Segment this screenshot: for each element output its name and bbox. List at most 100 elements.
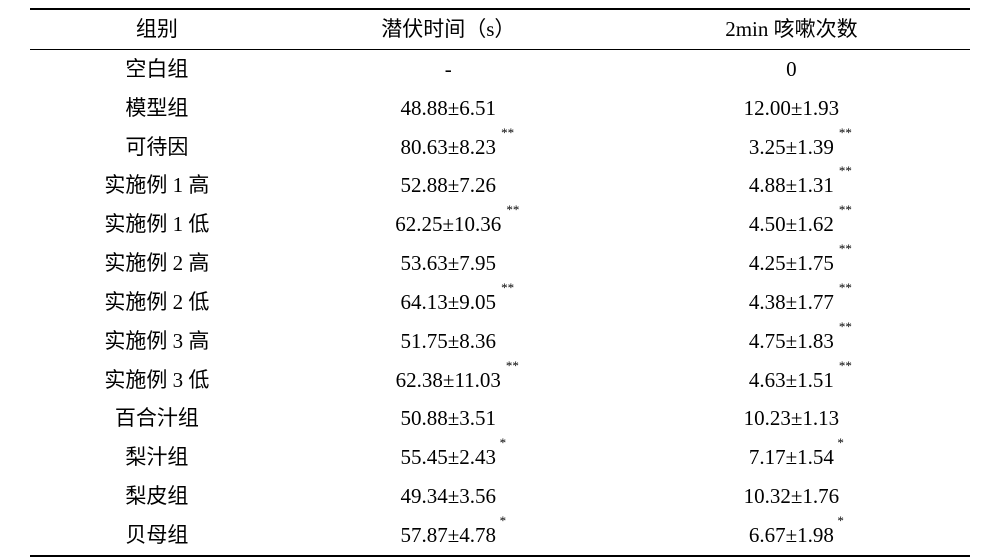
- cell-latency: 53.63±7.95: [284, 244, 613, 283]
- cell-latency: 48.88±6.51: [284, 89, 613, 128]
- cell-cough: 7.17±1.54*: [613, 438, 970, 477]
- cell-latency-sup: **: [506, 203, 519, 216]
- cell-cough-sup: *: [837, 436, 844, 449]
- cell-cough-value: 10.32±1.76: [744, 484, 840, 508]
- cell-cough-sup: **: [839, 203, 852, 216]
- cell-latency-value: 52.88±7.26: [401, 173, 497, 197]
- cell-cough-value: 4.88±1.31: [749, 173, 834, 197]
- cell-cough-value: 3.25±1.39: [749, 135, 834, 159]
- cell-cough-sup: **: [839, 281, 852, 294]
- table-row: 梨皮组 49.34±3.56 10.32±1.76: [30, 477, 970, 516]
- table-header-row: 组别 潜伏时间（s） 2min 咳嗽次数: [30, 9, 970, 49]
- cell-cough-value: 7.17±1.54: [749, 445, 834, 469]
- table-row: 实施例 3 高 51.75±8.36 4.75±1.83 **: [30, 322, 970, 361]
- table-row: 实施例 2 低 64.13±9.05 ** 4.38±1.77 **: [30, 283, 970, 322]
- cell-latency-value: 57.87±4.78: [401, 523, 497, 547]
- cell-group: 实施例 2 低: [30, 283, 284, 322]
- cell-group: 梨皮组: [30, 477, 284, 516]
- cell-group: 梨汁组: [30, 438, 284, 477]
- cell-latency-value: 62.38±11.03: [396, 368, 501, 392]
- cell-cough: 4.75±1.83 **: [613, 322, 970, 361]
- cell-cough-value: 10.23±1.13: [744, 406, 840, 430]
- cell-latency: 62.38±11.03 **: [284, 361, 613, 400]
- cell-group: 模型组: [30, 89, 284, 128]
- cell-cough: 4.63±1.51 **: [613, 361, 970, 400]
- cell-cough-value: 12.00±1.93: [744, 96, 840, 120]
- cell-cough-sup: **: [839, 164, 852, 177]
- cell-cough: 12.00±1.93: [613, 89, 970, 128]
- cell-latency: 52.88±7.26: [284, 166, 613, 205]
- cell-latency-value: 62.25±10.36: [395, 212, 501, 236]
- table-row: 空白组 - 0: [30, 49, 970, 88]
- cell-latency: 51.75±8.36: [284, 322, 613, 361]
- cell-latency-sup: *: [500, 514, 507, 527]
- cell-latency: 64.13±9.05 **: [284, 283, 613, 322]
- cell-cough: 4.50±1.62 **: [613, 205, 970, 244]
- cell-cough: 6.67±1.98*: [613, 516, 970, 556]
- table-row: 贝母组57.87±4.78*6.67±1.98*: [30, 516, 970, 556]
- cell-latency-value: 49.34±3.56: [401, 484, 497, 508]
- cell-cough: 3.25±1.39 **: [613, 128, 970, 167]
- cell-latency-sup: **: [501, 126, 514, 139]
- cell-cough: 4.25±1.75 **: [613, 244, 970, 283]
- cell-cough: 0: [613, 49, 970, 88]
- cell-group: 空白组: [30, 49, 284, 88]
- cell-latency-sup: *: [500, 436, 507, 449]
- cell-cough: 10.32±1.76: [613, 477, 970, 516]
- cell-cough-sup: **: [839, 242, 852, 255]
- cell-cough: 4.88±1.31 **: [613, 166, 970, 205]
- table-row: 实施例 3 低 62.38±11.03 ** 4.63±1.51 **: [30, 361, 970, 400]
- table-row: 实施例 2 高 53.63±7.95 4.25±1.75 **: [30, 244, 970, 283]
- col-header-cough: 2min 咳嗽次数: [613, 9, 970, 49]
- cell-group: 百合汁组: [30, 399, 284, 438]
- table-row: 百合汁组 50.88±3.51 10.23±1.13: [30, 399, 970, 438]
- cell-latency-value: 48.88±6.51: [401, 96, 497, 120]
- table-body: 空白组-0模型组48.88±6.5112.00±1.93可待因80.63±8.2…: [30, 49, 970, 555]
- cell-cough-value: 4.50±1.62: [749, 212, 834, 236]
- cell-group: 贝母组: [30, 516, 284, 556]
- cell-group: 实施例 3 低: [30, 361, 284, 400]
- cell-group: 可待因: [30, 128, 284, 167]
- cell-cough-sup: *: [837, 514, 844, 527]
- table-row: 模型组 48.88±6.51 12.00±1.93: [30, 89, 970, 128]
- cell-latency-value: 80.63±8.23: [401, 135, 497, 159]
- table-row: 实施例 1 低 62.25±10.36 ** 4.50±1.62 **: [30, 205, 970, 244]
- cell-latency-sup: **: [501, 281, 514, 294]
- cell-latency: 80.63±8.23 **: [284, 128, 613, 167]
- cell-group: 实施例 1 高: [30, 166, 284, 205]
- cell-cough-value: 4.25±1.75: [749, 251, 834, 275]
- cell-cough-value: 6.67±1.98: [749, 523, 834, 547]
- table-row: 可待因 80.63±8.23 ** 3.25±1.39 **: [30, 128, 970, 167]
- cell-cough: 4.38±1.77 **: [613, 283, 970, 322]
- data-table: 组别 潜伏时间（s） 2min 咳嗽次数 空白组 - 0 模型组 48.88±6.51 1…: [30, 8, 970, 557]
- table-row: 实施例 1 高 52.88±7.26 4.88±1.31 **: [30, 166, 970, 205]
- cell-latency-value: 51.75±8.36: [401, 329, 497, 353]
- cell-group: 实施例 1 低: [30, 205, 284, 244]
- cell-cough-sup: **: [839, 126, 852, 139]
- cell-latency-value: 53.63±7.95: [401, 251, 497, 275]
- cell-cough-sup: **: [839, 320, 852, 333]
- cell-cough: 10.23±1.13: [613, 399, 970, 438]
- cell-latency: 55.45±2.43*: [284, 438, 613, 477]
- cell-latency: 49.34±3.56: [284, 477, 613, 516]
- data-table-container: 组别 潜伏时间（s） 2min 咳嗽次数 空白组 - 0 模型组 48.88±6.51 1…: [0, 0, 1000, 557]
- cell-latency-value: 64.13±9.05: [401, 290, 497, 314]
- cell-latency: 57.87±4.78*: [284, 516, 613, 556]
- col-header-group: 组别: [30, 9, 284, 49]
- cell-latency-value: 50.88±3.51: [401, 406, 497, 430]
- cell-group: 实施例 3 高: [30, 322, 284, 361]
- cell-latency-value: -: [445, 57, 452, 81]
- cell-latency-sup: **: [506, 359, 519, 372]
- table-row: 梨汁组55.45±2.43*7.17±1.54*: [30, 438, 970, 477]
- col-header-latency: 潜伏时间（s）: [284, 9, 613, 49]
- cell-latency: -: [284, 49, 613, 88]
- cell-group: 实施例 2 高: [30, 244, 284, 283]
- cell-cough-sup: **: [839, 359, 852, 372]
- cell-latency: 50.88±3.51: [284, 399, 613, 438]
- cell-cough-value: 0: [786, 57, 797, 81]
- cell-cough-value: 4.63±1.51: [749, 368, 834, 392]
- cell-latency: 62.25±10.36 **: [284, 205, 613, 244]
- cell-cough-value: 4.38±1.77: [749, 290, 834, 314]
- cell-latency-value: 55.45±2.43: [401, 445, 497, 469]
- cell-cough-value: 4.75±1.83: [749, 329, 834, 353]
